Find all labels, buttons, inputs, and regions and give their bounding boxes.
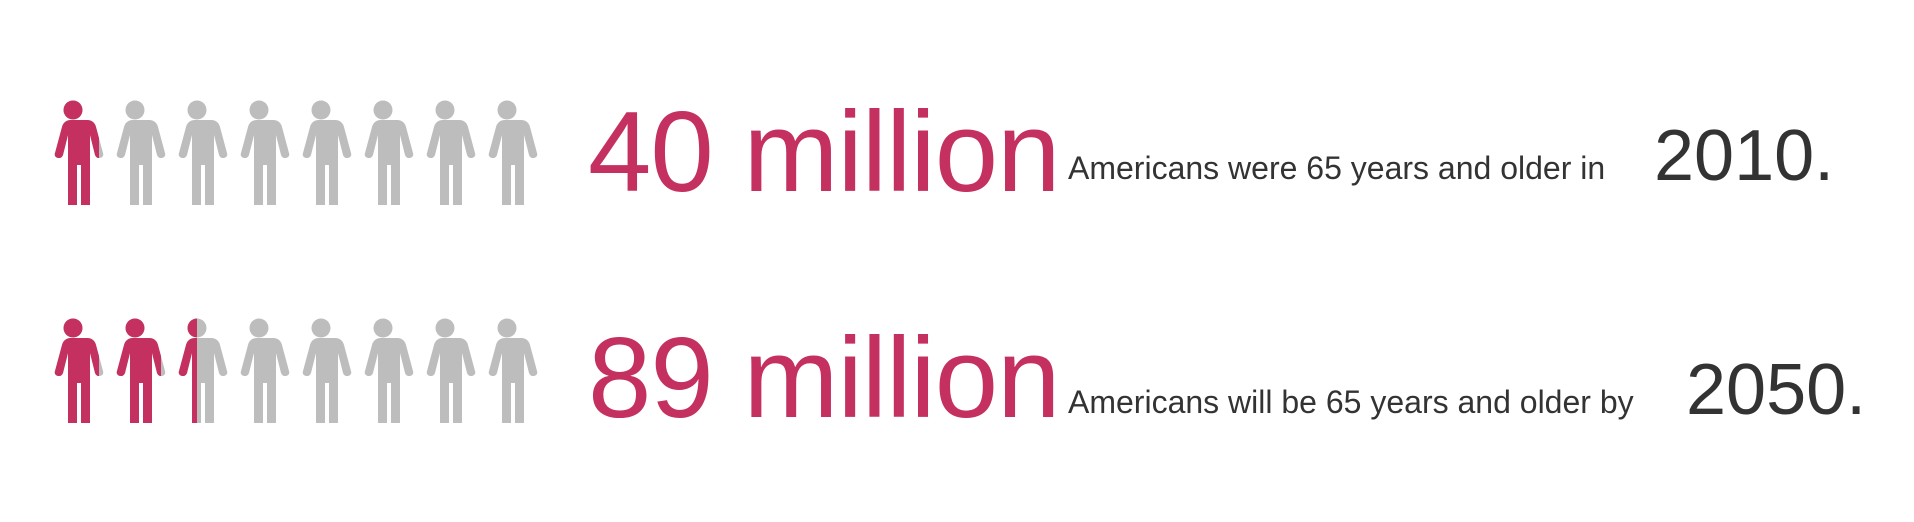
person-icon (476, 308, 538, 428)
row-2050: 89 million Americans will be 65 years an… (0, 308, 1914, 436)
person-icon (42, 90, 104, 210)
description-text: Americans were 65 years and older in (1068, 150, 1606, 186)
person-icon (290, 308, 352, 428)
person-icon (476, 90, 538, 210)
person-icon (228, 308, 290, 428)
person-icon (228, 90, 290, 210)
person-icon (104, 308, 166, 428)
people-pictogram (42, 308, 542, 428)
row-2010: 40 million Americans were 65 years and o… (0, 90, 1914, 210)
person-icon (42, 308, 104, 428)
person-icon (414, 90, 476, 210)
headline-value: 89 million (588, 315, 1061, 442)
description-text: Americans will be 65 years and older by (1068, 384, 1634, 420)
person-icon (352, 90, 414, 210)
person-icon (104, 90, 166, 210)
person-icon (166, 90, 228, 210)
person-icon (352, 308, 414, 428)
person-icon (414, 308, 476, 428)
people-pictogram (42, 90, 542, 210)
headline-value: 40 million (588, 89, 1061, 216)
person-icon (290, 90, 352, 210)
year-label: 2050. (1686, 350, 1867, 430)
person-icon (166, 308, 228, 428)
year-label: 2010. (1654, 116, 1835, 196)
